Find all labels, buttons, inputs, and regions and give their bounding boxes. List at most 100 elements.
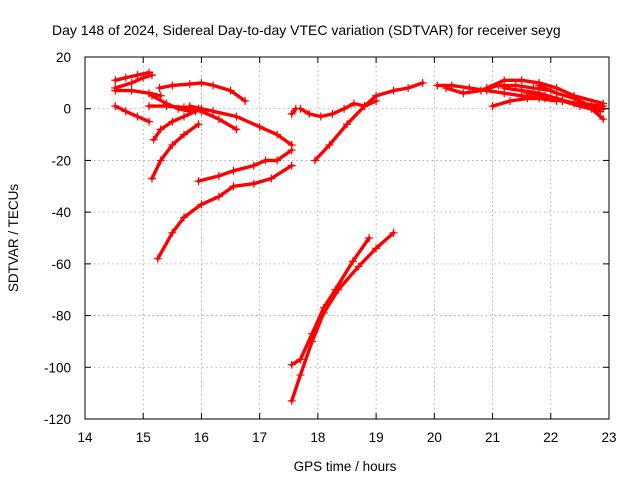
series-track [113,88,163,98]
data-point [296,104,305,113]
data-point [133,112,142,121]
x-tick-label: 19 [369,430,384,445]
data-point [197,78,206,87]
data-point [147,174,156,183]
data-point [372,91,381,100]
data-point [334,285,343,294]
x-tick-label: 17 [252,430,267,445]
data-point [149,135,158,144]
data-point [255,122,264,131]
data-point [179,103,188,112]
data-point [155,84,164,93]
data-point [168,140,177,149]
series-track [290,107,298,116]
y-tick-label: -80 [51,309,71,324]
chart-title: Day 148 of 2024, Sidereal Day-to-day VTE… [52,22,561,38]
data-point [145,102,154,111]
data-point [360,102,369,111]
y-tick-label: -20 [51,153,71,168]
data-point [214,192,223,201]
data-point [147,71,156,80]
series-track [313,81,425,163]
x-tick-label: 23 [601,430,616,445]
data-point [517,86,526,95]
data-point [133,71,142,80]
series-track [152,107,204,142]
series-track [113,73,154,90]
data-point [249,161,258,170]
data-point [433,81,442,90]
data-point [194,120,203,129]
data-point [168,228,177,237]
data-point [587,102,596,111]
data-point [349,99,358,108]
x-tick-label: 16 [194,430,209,445]
data-series [111,102,154,126]
data-series [287,228,398,405]
data-point [552,89,561,98]
y-tick-label: 0 [63,102,71,117]
data-point [354,262,363,271]
data-point [540,91,549,100]
data-point [599,115,608,124]
data-point [214,171,223,180]
data-series [153,161,296,263]
data-point [506,96,515,105]
data-point [241,96,250,105]
data-point [319,308,328,317]
data-point [287,161,296,170]
data-point [267,174,276,183]
data-point [127,78,136,87]
data-point [111,76,120,85]
x-tick-label: 15 [136,430,151,445]
data-point [348,257,357,266]
x-axis-label: GPS time / hours [294,459,397,474]
data-point [296,371,305,380]
series-track [113,104,151,124]
data-point [372,244,381,253]
data-point [197,200,206,209]
data-point [316,112,325,121]
data-point [305,109,314,118]
data-series [185,102,296,149]
data-point [226,86,235,95]
data-point [179,213,188,222]
data-point [156,156,165,165]
plot-frame [84,56,610,420]
y-tick-label: -100 [44,360,71,375]
data-point [127,86,136,95]
data-series [147,120,203,183]
data-point [232,112,241,121]
data-point [261,156,270,165]
data-point [558,96,567,105]
data-point [523,89,532,98]
data-point [191,107,200,116]
x-tick-label: 20 [427,430,442,445]
data-point [325,140,334,149]
data-point [156,125,165,134]
data-point [179,112,188,121]
data-point [418,78,427,87]
y-axis-label: SDTVAR / TECUs [6,184,21,293]
data-point [308,337,317,346]
data-point [459,89,468,98]
data-point [179,130,188,139]
data-point [197,104,206,113]
data-point [482,84,491,93]
data-series [194,146,296,186]
data-point [229,166,238,175]
data-series [155,78,250,105]
data-point [209,107,218,116]
data-point [500,84,509,93]
data-point [232,125,241,134]
data-point [389,228,398,237]
data-point [310,156,319,165]
data-point [249,179,258,188]
data-point [145,117,154,126]
data-point [570,94,579,103]
data-point [214,115,223,124]
data-point [185,80,194,89]
data-point [153,254,162,263]
x-tick-label: 18 [310,430,325,445]
